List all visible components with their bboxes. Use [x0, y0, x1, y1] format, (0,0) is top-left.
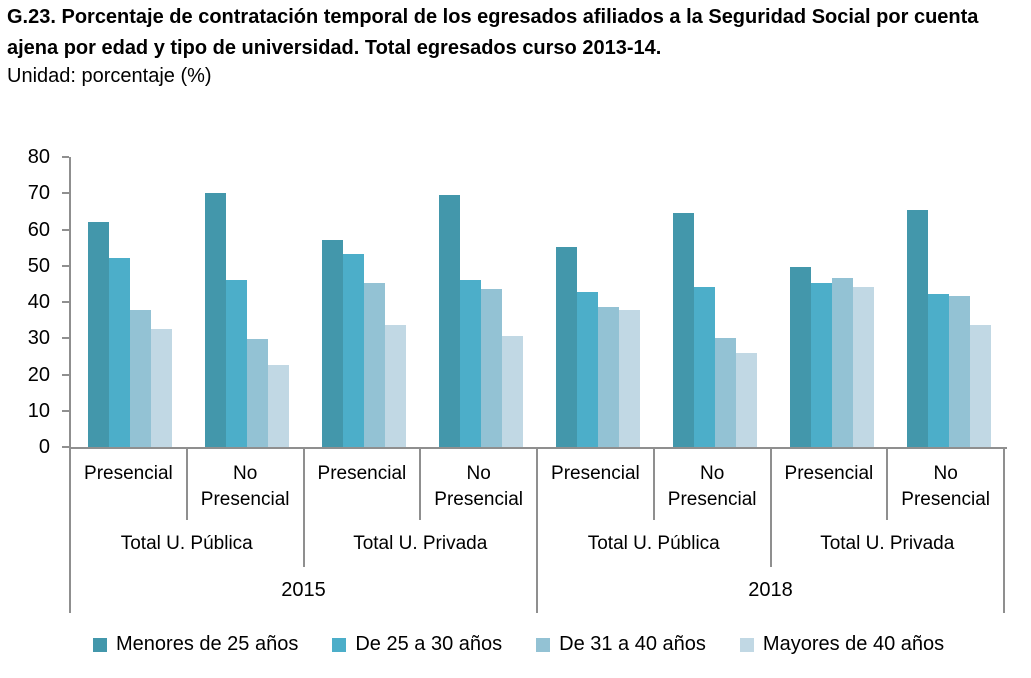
bar: [267, 365, 289, 447]
legend: Menores de 25 años De 25 a 30 años De 31 a…: [93, 633, 944, 656]
bar: [87, 222, 109, 447]
bar: [246, 338, 268, 447]
category-cell-mode: Presencial: [772, 449, 889, 520]
category-cell-year: 2018: [538, 567, 1005, 613]
y-axis-tick: [62, 228, 69, 231]
bar: [672, 212, 694, 447]
category-row-year: 2015 2018: [69, 567, 1005, 613]
y-axis-tick: [62, 373, 69, 376]
legend-item: De 31 a 40 años: [536, 633, 706, 656]
bar: [129, 310, 151, 447]
y-axis-label: 60: [27, 218, 50, 241]
y-axis-tick: [62, 409, 69, 412]
legend-item: Mayores de 40 años: [739, 633, 945, 656]
bar: [555, 246, 577, 447]
category-cell-university: Total U. Privada: [772, 520, 1005, 567]
category-cell-mode: Presencial: [305, 449, 422, 520]
bar: [810, 283, 832, 447]
bar: [438, 194, 460, 447]
bar: [927, 294, 949, 447]
category-cell-mode: No Presencial: [188, 449, 305, 520]
bar: [714, 337, 736, 447]
y-axis-label: 50: [27, 254, 50, 277]
bar: [789, 267, 811, 447]
y-axis-tick: [62, 264, 69, 267]
y-axis-label: 30: [27, 327, 50, 350]
category-axis: Presencial No Presencial Presencial No Pres…: [69, 449, 1005, 613]
bar: [735, 352, 757, 447]
category-cell-university: Total U. Pública: [71, 520, 305, 567]
category-row-university: Total U. Pública Total U. Privada Total U.…: [69, 520, 1005, 567]
bar: [852, 286, 874, 447]
y-axis-tick: [62, 446, 69, 448]
legend-label: De 31 a 40 años: [559, 633, 706, 655]
category-cell-mode: No Presencial: [655, 449, 772, 520]
y-axis-tick: [62, 192, 69, 195]
bar: [618, 310, 640, 447]
y-axis-tick: [62, 301, 69, 303]
y-axis-label: 40: [27, 291, 50, 313]
bar: [501, 336, 523, 447]
bar: [597, 307, 619, 447]
category-cell-year: 2015: [71, 567, 538, 613]
category-cell-mode: Presencial: [71, 449, 188, 520]
bar: [363, 282, 385, 447]
chart-title: G.23. Porcentaje de contratación tempora…: [7, 6, 979, 59]
category-cell-university: Total U. Privada: [305, 520, 538, 567]
bar: [342, 253, 364, 447]
bar: [225, 279, 247, 447]
y-axis-label: 0: [38, 436, 50, 458]
legend-color-swatch: [536, 637, 551, 652]
bar: [480, 288, 502, 447]
bar: [831, 277, 853, 447]
chart-unit-label: Unidad: porcentaje (%): [7, 65, 212, 87]
legend-item: De 25 a 30 años: [332, 633, 502, 656]
bar: [150, 329, 172, 447]
category-cell-mode: Presencial: [538, 449, 655, 520]
bar: [321, 240, 343, 447]
category-cell-university: Total U. Pública: [538, 520, 772, 567]
legend-color-swatch: [739, 637, 754, 652]
category-cell-mode: No Presencial: [421, 449, 538, 520]
bar: [948, 295, 970, 447]
category-row-mode: Presencial No Presencial Presencial No Pres…: [69, 449, 1005, 520]
bar: [459, 280, 481, 447]
legend-color-swatch: [332, 637, 347, 652]
bar: [906, 210, 928, 447]
legend-item: Menores de 25 años: [93, 633, 298, 656]
legend-label: De 25 a 30 años: [355, 633, 503, 655]
y-axis-tick: [62, 337, 69, 340]
bar: [108, 258, 130, 447]
category-cell-mode: No Presencial: [888, 449, 1005, 520]
bar: [204, 192, 226, 447]
bar: [693, 287, 715, 447]
legend-color-swatch: [93, 637, 107, 652]
y-axis-label: 10: [27, 399, 50, 422]
bar: [969, 324, 991, 447]
y-axis-label: 20: [27, 363, 50, 386]
y-axis-tick: [62, 156, 69, 158]
bar: [576, 291, 598, 447]
bar: [384, 324, 406, 447]
plot-area: [69, 157, 1007, 449]
legend-label: Menores de 25 años: [116, 633, 299, 655]
y-axis-label: 80: [27, 146, 50, 168]
legend-label: Mayores de 40 años: [762, 633, 945, 655]
y-axis-label: 70: [27, 182, 50, 205]
